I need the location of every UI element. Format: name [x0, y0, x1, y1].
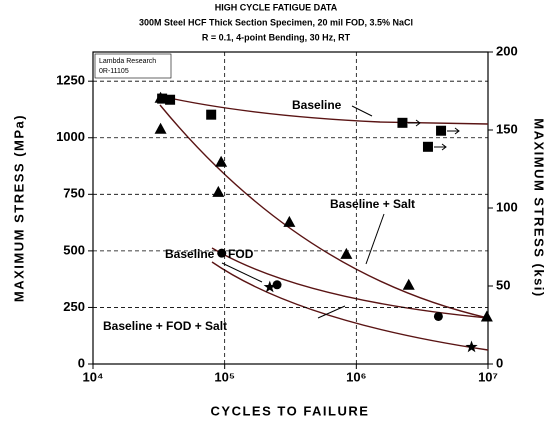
runout-arrow	[408, 119, 421, 127]
annotation-arrow	[365, 213, 385, 265]
plot-frame	[92, 51, 489, 365]
fit-curve	[211, 261, 489, 351]
annotation: Baseline + FOD	[165, 247, 254, 261]
annotation: Baseline	[292, 98, 342, 112]
y-tick-label: 1250	[56, 73, 85, 88]
point	[165, 94, 176, 105]
point	[436, 125, 447, 136]
fit-curve	[159, 95, 489, 125]
y-tick-label: 500	[63, 242, 85, 257]
note-box	[94, 53, 172, 79]
point	[215, 155, 228, 167]
runout-arrows	[408, 119, 460, 151]
note: 0R-11105	[99, 68, 129, 75]
y-tick-label: 1000	[56, 129, 85, 144]
point	[263, 280, 276, 293]
point	[154, 122, 167, 134]
fit-curve	[211, 247, 489, 319]
fit-curves	[159, 95, 489, 351]
chart-subtitle: 300M Steel HCF Thick Section Specimen, 2…	[139, 17, 413, 27]
y2-tick-label: 0	[496, 355, 503, 370]
point	[206, 109, 217, 120]
point	[212, 185, 225, 197]
y2-axis-label: MAXIMUM STRESS (ksi)	[532, 118, 547, 298]
note: Lambda Research	[99, 58, 156, 65]
point	[154, 91, 167, 103]
point	[433, 311, 443, 321]
fit-curve	[159, 104, 489, 319]
y2-tick-label: 150	[496, 121, 518, 136]
annotation-arrow	[317, 305, 346, 319]
x-tick-label: 10⁷	[478, 369, 498, 384]
y-tick-label: 250	[63, 299, 85, 314]
x-axis-label: CYCLES TO FAILURE	[211, 403, 370, 418]
point	[397, 117, 408, 128]
point	[422, 141, 433, 152]
point	[340, 247, 353, 259]
x-tick-label: 10⁵	[214, 369, 235, 384]
point	[465, 340, 478, 353]
x-tick-label: 10⁶	[346, 369, 366, 384]
point	[402, 278, 415, 290]
runout-arrow	[447, 127, 460, 135]
annotation-arrow	[351, 105, 373, 117]
point	[272, 280, 282, 290]
point	[480, 310, 493, 322]
y-tick-label: 750	[63, 186, 85, 201]
annotation: Baseline + FOD + Salt	[103, 319, 227, 333]
x-tick-label: 10⁴	[83, 369, 104, 384]
y-tick-label: 0	[78, 355, 85, 370]
point	[283, 215, 296, 227]
y2-tick-label: 200	[496, 43, 518, 58]
runout-arrow	[434, 143, 447, 151]
chart-title: HIGH CYCLE FATIGUE DATA	[215, 2, 338, 12]
annotation-arrow	[221, 262, 263, 283]
y-axis-label: MAXIMUM STRESS (MPa)	[11, 114, 26, 302]
y2-tick-label: 50	[496, 277, 510, 292]
y2-tick-label: 100	[496, 199, 518, 214]
chart-subtitle: R = 0.1, 4-point Bending, 30 Hz, RT	[202, 32, 351, 42]
annotation: Baseline + Salt	[330, 197, 415, 211]
point	[217, 248, 227, 258]
